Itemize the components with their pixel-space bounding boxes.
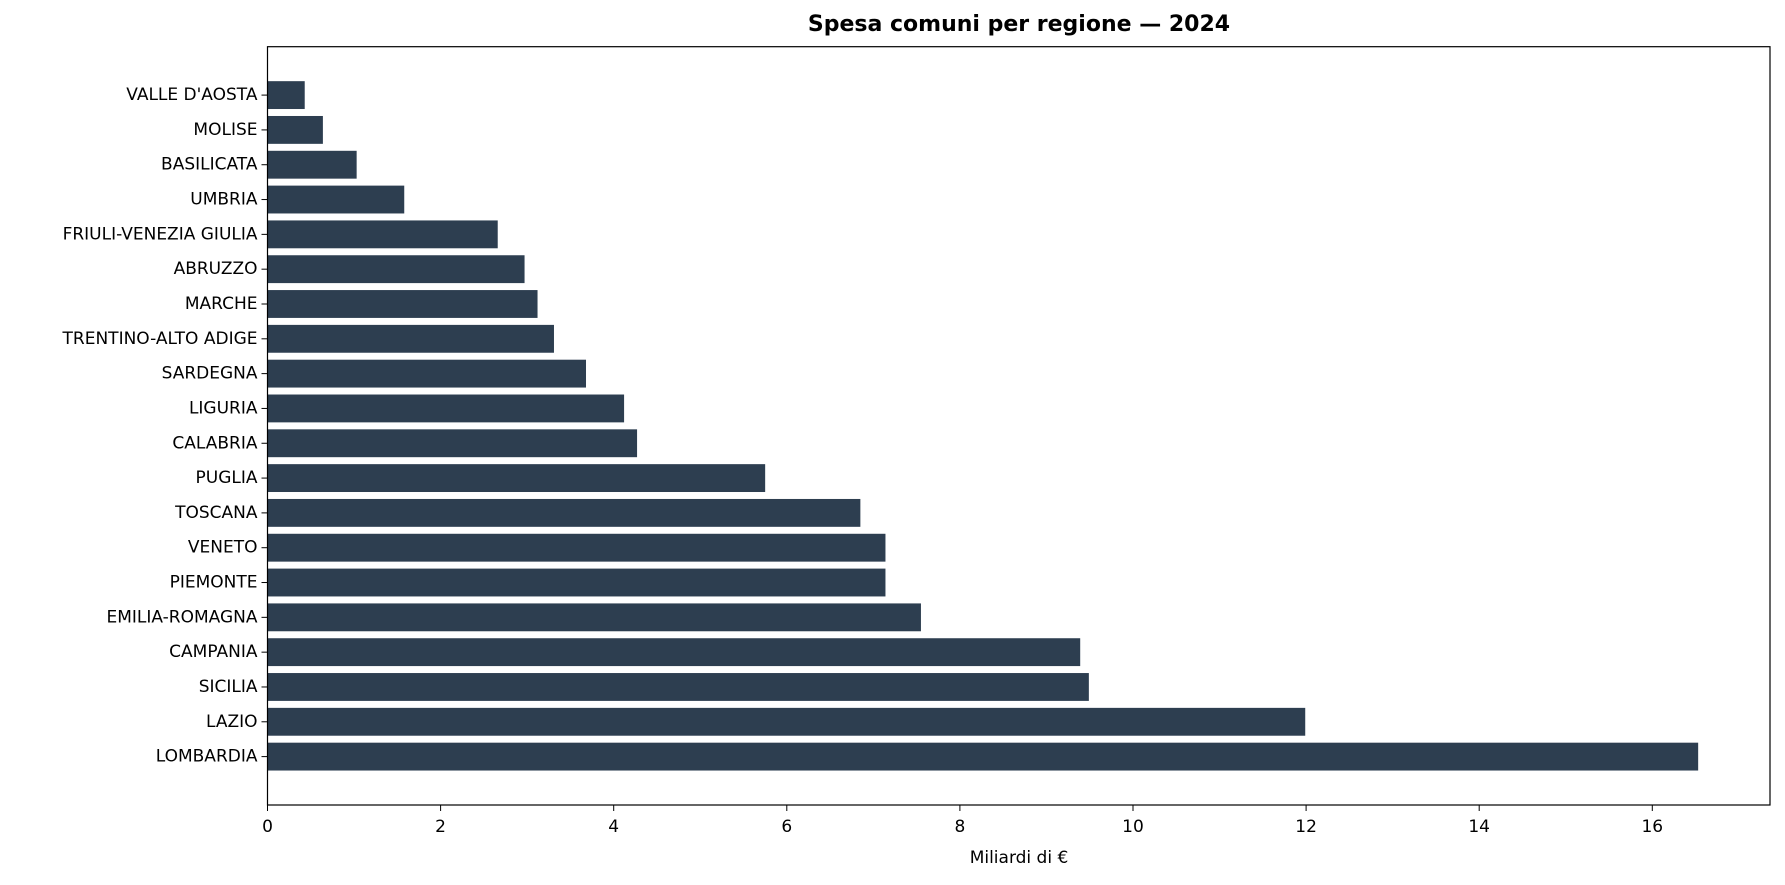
y-tick-label: MARCHE [185, 294, 258, 314]
y-tick-label: CAMPANIA [169, 642, 258, 662]
x-tick-label: 14 [1468, 817, 1490, 837]
y-tick-label: TRENTINO-ALTO ADIGE [62, 329, 258, 349]
bar [267, 394, 625, 423]
x-tick-label: 0 [262, 817, 273, 837]
bar [267, 603, 921, 632]
y-tick-label: LIGURIA [189, 398, 258, 418]
y-tick-label: SICILIA [199, 677, 258, 697]
y-tick-label: ABRUZZO [174, 259, 258, 279]
bar [267, 255, 525, 284]
x-tick-label: 6 [781, 817, 792, 837]
bar [267, 115, 323, 144]
bar [267, 324, 554, 353]
bar [267, 220, 498, 249]
bar [267, 464, 766, 493]
bar [267, 498, 861, 527]
y-tick-label: SARDEGNA [162, 364, 258, 384]
bar [267, 290, 538, 318]
chart-title: Spesa comuni per regione — 2024 [808, 12, 1230, 37]
bar [267, 81, 305, 110]
x-axis-label: Miliardi di € [970, 848, 1069, 868]
y-tick-label: MOLISE [193, 120, 257, 140]
y-tick-label: LAZIO [206, 712, 258, 732]
x-tick-label: 16 [1641, 817, 1663, 837]
y-tick-label: EMILIA-ROMAGNA [106, 607, 257, 627]
bar [267, 742, 1699, 771]
y-tick-label: TOSCANA [174, 503, 258, 523]
x-tick-label: 12 [1295, 817, 1317, 837]
bar [267, 673, 1089, 701]
y-tick-label: BASILICATA [161, 155, 258, 175]
y-tick-label: FRIULI-VENEZIA GIULIA [63, 224, 258, 244]
y-tick-label: PIEMONTE [170, 573, 258, 593]
bar [267, 533, 886, 562]
y-tick-label: PUGLIA [196, 468, 258, 488]
bar [267, 150, 357, 179]
bar [267, 185, 405, 214]
plot-frame [266, 46, 1771, 806]
bar [267, 707, 1306, 736]
y-tick-label: VENETO [188, 538, 258, 558]
y-tick-label: CALABRIA [172, 433, 257, 453]
y-tick-label: UMBRIA [190, 190, 258, 210]
y-tick-label: LOMBARDIA [156, 747, 258, 767]
bar [267, 359, 587, 388]
bar [267, 568, 886, 597]
x-tick-label: 10 [1122, 817, 1144, 837]
x-tick-label: 8 [954, 817, 965, 837]
y-tick-label: VALLE D'AOSTA [126, 85, 258, 105]
bar [267, 429, 638, 458]
x-tick-label: 4 [608, 817, 619, 837]
x-tick-label: 2 [435, 817, 446, 837]
bar [267, 638, 1081, 667]
